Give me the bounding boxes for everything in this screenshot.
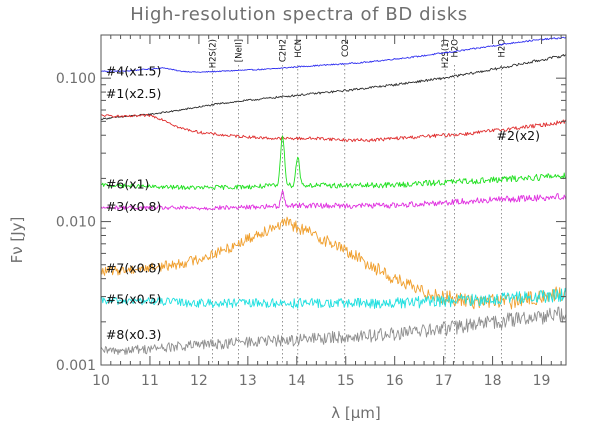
x-tick-label: 15 [337,373,355,389]
feature-label: H2S(1) [441,39,451,68]
feature-label: H2O [450,39,460,58]
feature-label: H2S(2) [209,39,219,68]
series-line [100,216,567,310]
x-tick-label: 10 [92,373,110,389]
feature-guides: H2S(2) [NeII] C2H2 HCN CO2 H2S(1) H2O H2O [209,39,507,365]
x-tick-label: 12 [190,373,208,389]
axis-ticks: 10 11 12 13 14 15 16 17 18 19 0.001 0.010 0.100 [56,34,566,389]
series-line [101,113,567,143]
x-tick-label: 13 [239,373,257,389]
series-line [100,135,567,191]
y-tick-label: 0.100 [56,71,96,87]
series-line [100,306,567,355]
x-tick-label: 14 [288,373,306,389]
series-label: #8(x0.3) [106,327,161,342]
series-line [100,190,567,211]
series-layer [100,36,567,355]
series-label: #2(x2) [496,128,540,143]
series-label: #6(x1) [106,176,150,191]
x-tick-label: 17 [435,373,453,389]
series-line [100,54,567,121]
x-tick-label: 16 [386,373,404,389]
series-line [100,287,567,310]
series-label: #1(x2.5) [106,86,161,101]
x-tick-label: 11 [141,373,159,389]
y-tick-label: 0.001 [56,358,96,374]
feature-label: CO2 [341,39,351,57]
series-label: #7(x0.8) [106,260,161,275]
x-tick-label: 19 [533,373,551,389]
chart-title: High-resolution spectra of BD disks [130,4,468,25]
series-label: #4(x1.5) [106,64,161,79]
feature-label: [NeII] [235,39,245,62]
feature-label: H2O [497,39,507,58]
series-line [100,36,567,73]
y-axis-title: Fν [Jy] [8,217,26,264]
series-label: #5(x0.5) [106,292,161,307]
feature-label: C2H2 [279,39,289,62]
y-tick-label: 0.010 [56,215,96,231]
plot-frame [100,34,567,366]
x-axis-title: λ [μm] [331,404,381,422]
feature-label: HCN [294,39,304,58]
series-label: #3(x0.8) [106,199,161,214]
x-tick-label: 18 [484,373,502,389]
labels-layer: #4(x1.5) #1(x2.5) #2(x2) #6(x1) #3(x0.8) #7(x… [106,64,540,342]
